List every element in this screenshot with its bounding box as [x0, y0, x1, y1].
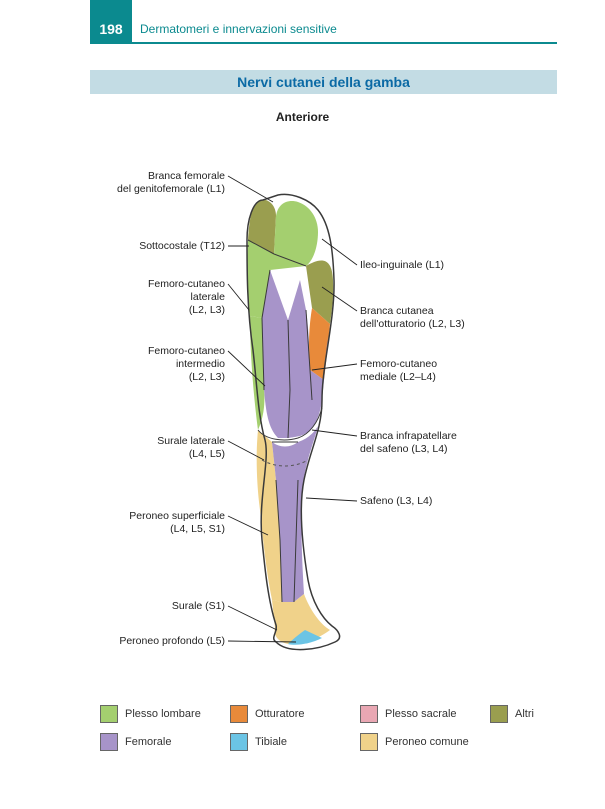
- legend-swatch: [100, 733, 118, 751]
- legend-label: Tibiale: [255, 736, 287, 748]
- anatomy-label: Surale (S1): [172, 600, 225, 613]
- anatomy-label: Ileo-inguinale (L1): [360, 259, 444, 272]
- anatomy-label: Femoro-cutaneointermedio(L2, L3): [148, 345, 225, 384]
- anatomy-label: Surale laterale(L4, L5): [157, 435, 225, 461]
- legend-swatch: [490, 705, 508, 723]
- anatomy-label: Sottocostale (T12): [139, 240, 225, 253]
- legend-row: Plesso lombare Otturatore Plesso sacrale Al…: [100, 705, 557, 723]
- legend-item: Plesso sacrale: [360, 705, 470, 723]
- anatomy-label: Branca femoraledel genitofemorale (L1): [117, 170, 225, 196]
- legend-swatch: [360, 705, 378, 723]
- legend-swatch: [230, 705, 248, 723]
- legend-label: Altri: [515, 708, 534, 720]
- legend-label: Femorale: [125, 736, 171, 748]
- page-number-tab: 198: [90, 0, 132, 42]
- legend-item: Plesso lombare: [100, 705, 210, 723]
- anatomy-label: Femoro-cutaneolaterale(L2, L3): [148, 278, 225, 317]
- legend-label: Plesso sacrale: [385, 708, 457, 720]
- legend-item: Otturatore: [230, 705, 340, 723]
- legend-row: Femorale Tibiale Peroneo comune: [100, 733, 557, 751]
- anatomy-label: Peroneo profondo (L5): [119, 635, 225, 648]
- legend-item: Tibiale: [230, 733, 340, 751]
- legend-item: Altri: [490, 705, 600, 723]
- legend-label: Peroneo comune: [385, 736, 469, 748]
- legend-item: Peroneo comune: [360, 733, 470, 751]
- legend-swatch: [230, 733, 248, 751]
- anatomy-label: Safeno (L3, L4): [360, 495, 432, 508]
- leg-diagram: [0, 140, 605, 700]
- view-label: Anteriore: [0, 110, 605, 124]
- page-title: Nervi cutanei della gamba: [90, 70, 557, 94]
- header-rule: [90, 42, 557, 44]
- legend-swatch: [360, 733, 378, 751]
- legend-label: Plesso lombare: [125, 708, 201, 720]
- legend: Plesso lombare Otturatore Plesso sacrale Al…: [100, 705, 557, 761]
- legend-item: Femorale: [100, 733, 210, 751]
- legend-swatch: [100, 705, 118, 723]
- diagram-area: Branca femoraledel genitofemorale (L1) So…: [0, 140, 605, 700]
- chapter-title: Dermatomeri e innervazioni sensitive: [140, 22, 337, 36]
- anatomy-label: Femoro-cutaneomediale (L2–L4): [360, 358, 437, 384]
- anatomy-label: Branca infrapatellaredel safeno (L3, L4): [360, 430, 457, 456]
- legend-label: Otturatore: [255, 708, 305, 720]
- anatomy-label: Peroneo superficiale(L4, L5, S1): [129, 510, 225, 536]
- anatomy-label: Branca cutaneadell'otturatorio (L2, L3): [360, 305, 465, 331]
